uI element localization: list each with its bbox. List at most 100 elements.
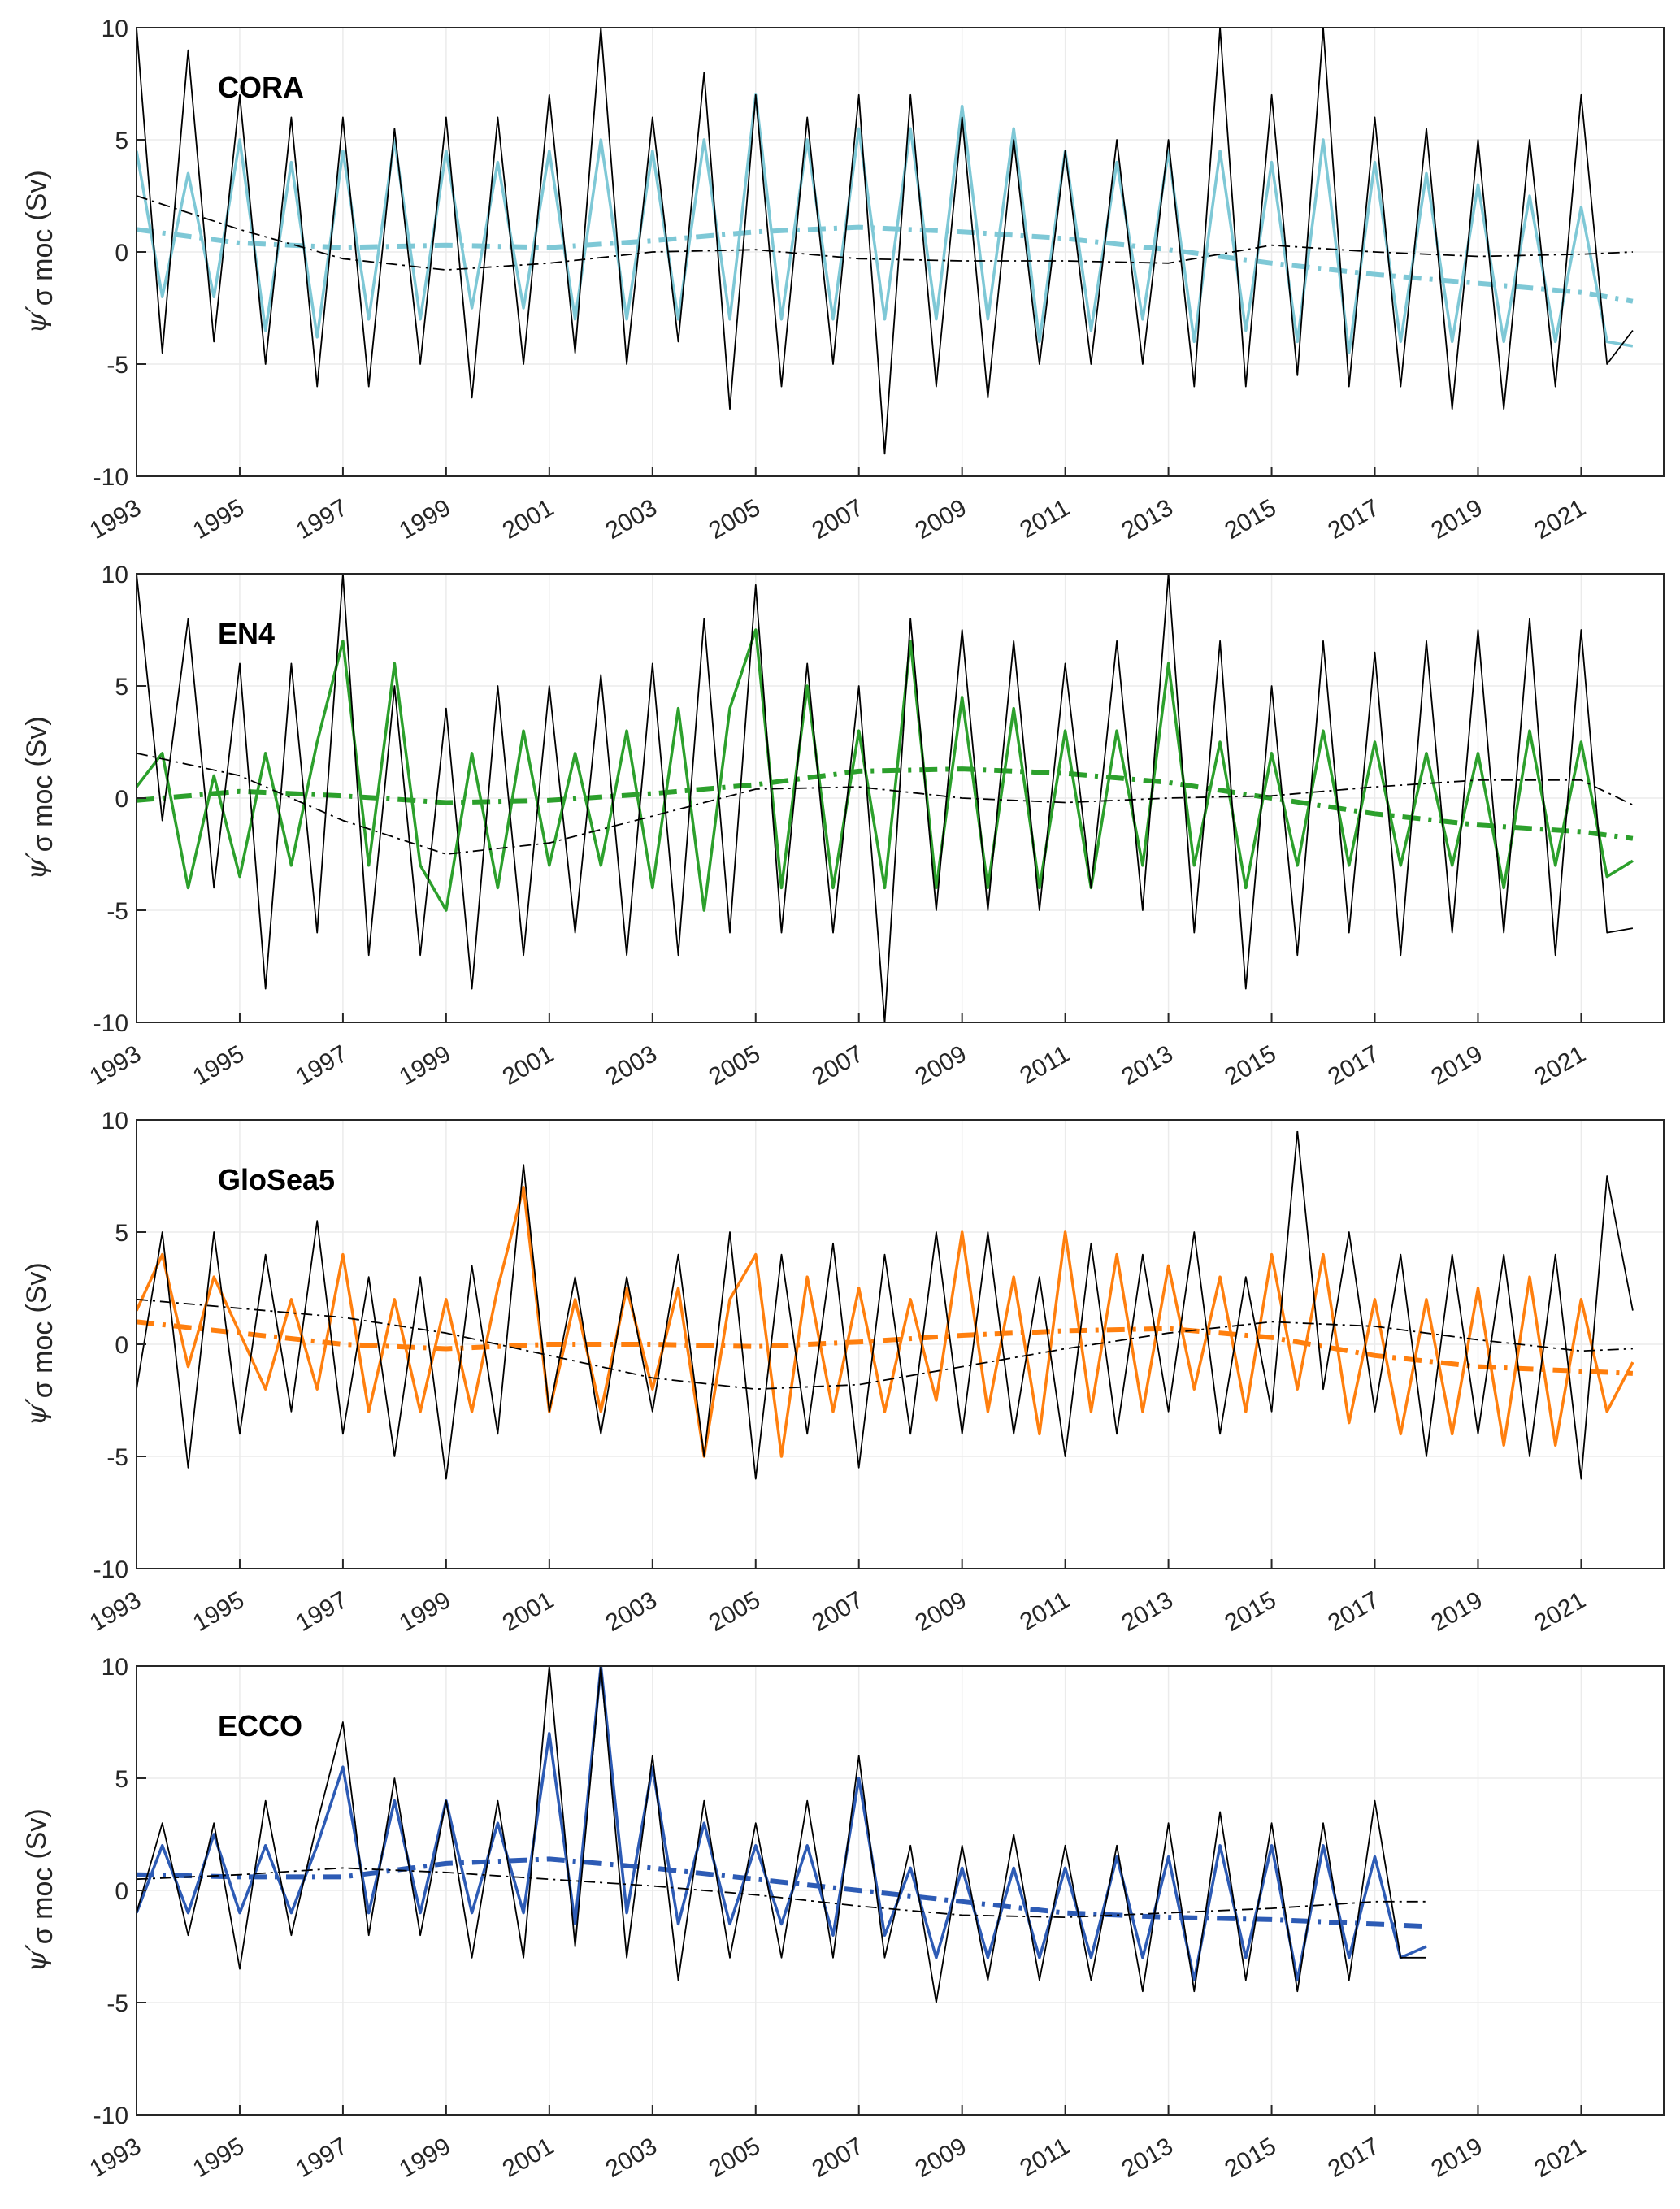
- x-tick-label: 2007: [808, 494, 868, 545]
- x-tick-label: 2001: [498, 2133, 558, 2183]
- series-line-reference-trend: [137, 195, 1633, 271]
- x-tick-label: 2007: [808, 1586, 868, 1637]
- y-tick-label: 5: [115, 1766, 128, 1793]
- x-tick-label: 2021: [1530, 1040, 1590, 1091]
- x-tick-label: 2001: [498, 1586, 558, 1637]
- series-line-en4-trend: [137, 766, 1634, 841]
- x-tick-label: 2011: [1015, 1586, 1074, 1636]
- y-tick-label: -5: [106, 352, 128, 379]
- x-tick-label: 2015: [1220, 1586, 1280, 1637]
- x-tick-label: 2017: [1323, 1586, 1383, 1637]
- y-tick-label: -10: [93, 1010, 128, 1037]
- series-line-cora: [137, 93, 1634, 354]
- y-axis-symbol: ψ′: [20, 852, 53, 880]
- y-tick-label: -10: [93, 1556, 128, 1583]
- y-axis-label: ψ′σ moc (Sv): [20, 716, 59, 879]
- x-tick-label: 1999: [395, 1040, 455, 1091]
- x-tick-label: 2019: [1426, 1586, 1487, 1637]
- x-tick-label: 2015: [1220, 2133, 1280, 2183]
- y-tick-label: 0: [115, 1332, 128, 1359]
- y-axis-label: ψ′σ moc (Sv): [20, 170, 59, 333]
- x-tick-label: 2009: [911, 2133, 971, 2183]
- x-tick-label: 2001: [498, 1040, 558, 1091]
- x-tick-label: 2013: [1117, 494, 1177, 545]
- x-tick-label: 2013: [1117, 2133, 1177, 2183]
- panel-title: CORA: [218, 71, 304, 104]
- x-tick-label: 2005: [705, 1040, 765, 1091]
- panel-title: GloSea5: [218, 1163, 335, 1196]
- x-tick-label: 1993: [85, 2133, 145, 2183]
- y-tick-label: -5: [106, 1444, 128, 1471]
- x-tick-label: 1999: [395, 494, 455, 545]
- x-tick-label: 1999: [395, 2133, 455, 2183]
- x-tick-label: 2003: [601, 494, 662, 545]
- series-line-reference: [137, 1666, 1426, 2003]
- x-tick-label: 2001: [498, 494, 558, 545]
- y-tick-label: 5: [115, 1220, 128, 1247]
- x-tick-label: 2017: [1323, 2133, 1383, 2183]
- x-tick-label: 1997: [292, 1586, 352, 1637]
- x-tick-label: 2017: [1323, 494, 1383, 545]
- y-axis-symbol: ψ′: [20, 1944, 53, 1972]
- y-tick-label: -5: [106, 898, 128, 925]
- x-tick-label: 2007: [808, 2133, 868, 2183]
- y-axis-unit: (Sv): [21, 716, 52, 766]
- y-axis-unit: (Sv): [21, 1262, 52, 1313]
- y-tick-label: 0: [115, 240, 128, 267]
- series-line-reference-trend: [137, 1298, 1633, 1391]
- x-tick-label: 1995: [189, 1586, 249, 1637]
- series-line-ecco: [137, 1666, 1427, 1982]
- series-line-reference: [137, 28, 1634, 455]
- y-tick-label: 0: [115, 1878, 128, 1905]
- x-tick-label: 2011: [1015, 2133, 1074, 2182]
- y-tick-label: 0: [115, 786, 128, 813]
- x-tick-label: 2019: [1426, 2133, 1487, 2183]
- x-tick-label: 2003: [601, 1586, 662, 1637]
- series-line-ecco-trend: [137, 1856, 1427, 1929]
- x-tick-label: 1997: [292, 1040, 352, 1091]
- x-tick-label: 2013: [1117, 1040, 1177, 1091]
- x-tick-label: 2013: [1117, 1586, 1177, 1637]
- x-tick-label: 2017: [1323, 1040, 1383, 1091]
- x-tick-label: 2021: [1530, 494, 1590, 545]
- y-tick-label: 10: [102, 15, 128, 42]
- x-tick-label: 2009: [911, 1040, 971, 1091]
- series-line-reference: [137, 1130, 1634, 1480]
- y-axis-subscript: σ moc: [28, 1321, 59, 1399]
- x-tick-label: 1993: [85, 494, 145, 545]
- x-tick-label: 2005: [705, 2133, 765, 2183]
- y-axis-subscript: σ moc: [28, 229, 59, 306]
- x-tick-label: 1993: [85, 1586, 145, 1637]
- y-tick-label: 10: [102, 1654, 128, 1681]
- series-line-en4: [137, 628, 1634, 912]
- x-tick-label: 2021: [1530, 2133, 1590, 2183]
- y-axis-symbol: ψ′: [20, 1398, 53, 1426]
- x-tick-label: 2003: [601, 2133, 662, 2183]
- x-tick-label: 2007: [808, 1040, 868, 1091]
- series-line-glosea5: [137, 1186, 1634, 1458]
- panel-title: EN4: [218, 617, 275, 650]
- y-axis-unit: (Sv): [21, 170, 52, 220]
- x-tick-label: 1995: [189, 1040, 249, 1091]
- x-tick-label: 2015: [1220, 494, 1280, 545]
- y-tick-label: 5: [115, 674, 128, 701]
- series-line-glosea5-trend: [137, 1319, 1634, 1376]
- x-tick-label: 2019: [1426, 494, 1487, 545]
- y-tick-label: -10: [93, 2103, 128, 2129]
- chart-panel-0: -10 -5 0 5 10 1993 1995 1997 1999 2001 2003 2005 200…: [20, 15, 1665, 545]
- x-tick-label: 2011: [1015, 1040, 1074, 1090]
- x-tick-label: 2005: [705, 494, 765, 545]
- x-tick-label: 2011: [1015, 494, 1074, 544]
- y-tick-label: 10: [102, 1108, 128, 1135]
- x-tick-label: 2015: [1220, 1040, 1280, 1091]
- y-axis-subscript: σ moc: [28, 1868, 59, 1945]
- y-axis-subscript: σ moc: [28, 775, 59, 853]
- y-tick-label: -5: [106, 1990, 128, 2017]
- x-tick-label: 1997: [292, 494, 352, 545]
- y-axis-label: ψ′σ moc (Sv): [20, 1808, 59, 1972]
- x-tick-label: 2005: [705, 1586, 765, 1637]
- chart-panel-3: -10 -5 0 5 10 1993 1995 1997 1999 2001 2003 2005 200…: [20, 1654, 1665, 2183]
- chart-panel-1: -10 -5 0 5 10 1993 1995 1997 1999 2001 2003 2005 200…: [20, 562, 1665, 1091]
- y-axis-label: ψ′σ moc (Sv): [20, 1262, 59, 1426]
- chart-panel-2: -10 -5 0 5 10 1993 1995 1997 1999 2001 2003 2005 200…: [20, 1108, 1665, 1637]
